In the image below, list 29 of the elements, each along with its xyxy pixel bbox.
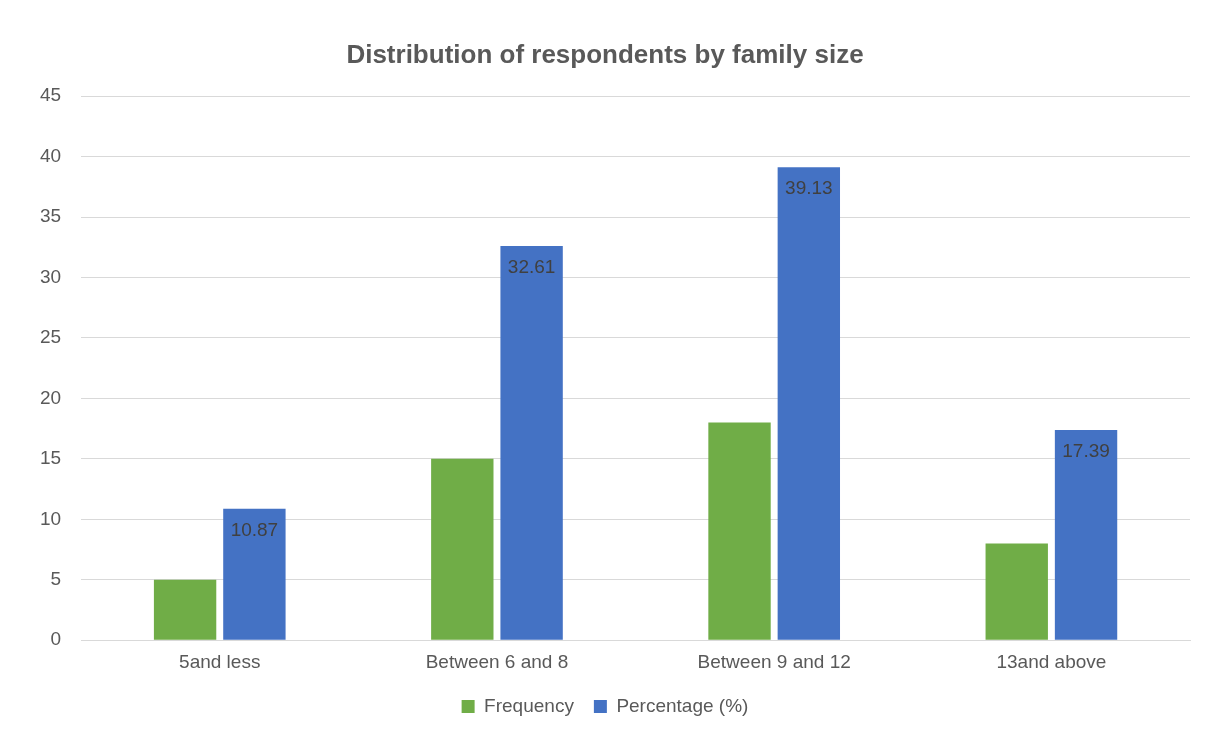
chart-title: Distribution of respondents by family size [346,38,864,69]
bar [708,422,771,640]
y-tick-label: 35 [39,205,62,227]
bar [777,167,841,640]
y-tick-label: 45 [39,84,62,106]
y-tick-label: 5 [50,567,62,589]
legend-label: Frequency [484,694,575,716]
bar [153,579,217,640]
bar [500,245,563,640]
data-label: 10.87 [230,519,279,541]
bar [431,458,494,640]
x-tick-label: 13and above [996,650,1107,672]
y-tick-label: 30 [39,265,62,287]
bar [1054,429,1118,640]
data-label: 32.61 [507,256,556,278]
data-label: 17.39 [1062,440,1110,462]
x-tick-label: Between 6 and 8 [425,650,569,672]
x-tick-label: 5and less [179,650,261,672]
y-tick-label: 20 [39,386,62,408]
bar [223,508,286,640]
bar [985,543,1048,640]
y-tick-label: 10 [39,507,62,529]
y-tick-label: 0 [50,628,62,650]
legend-label: Percentage (%) [616,694,749,716]
x-tick-label: Between 9 and 12 [697,650,851,672]
data-label: 39.13 [785,177,833,199]
y-tick-label: 15 [39,447,62,469]
y-tick-label: 25 [39,326,62,348]
y-tick-label: 40 [39,144,62,166]
